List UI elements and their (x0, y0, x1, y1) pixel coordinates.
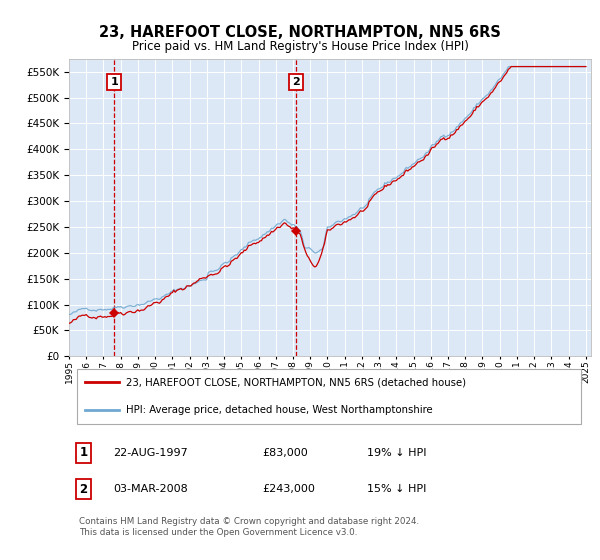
Text: Price paid vs. HM Land Registry's House Price Index (HPI): Price paid vs. HM Land Registry's House … (131, 40, 469, 53)
Text: 23, HAREFOOT CLOSE, NORTHAMPTON, NN5 6RS: 23, HAREFOOT CLOSE, NORTHAMPTON, NN5 6RS (99, 25, 501, 40)
Text: 22-AUG-1997: 22-AUG-1997 (113, 448, 188, 458)
Text: Contains HM Land Registry data © Crown copyright and database right 2024.
This d: Contains HM Land Registry data © Crown c… (79, 517, 419, 536)
Text: £83,000: £83,000 (262, 448, 308, 458)
Text: 1: 1 (110, 77, 118, 87)
Text: 15% ↓ HPI: 15% ↓ HPI (367, 484, 426, 494)
Text: £243,000: £243,000 (262, 484, 315, 494)
Text: 03-MAR-2008: 03-MAR-2008 (113, 484, 188, 494)
Text: HPI: Average price, detached house, West Northamptonshire: HPI: Average price, detached house, West… (127, 405, 433, 415)
Text: 2: 2 (80, 483, 88, 496)
Text: 19% ↓ HPI: 19% ↓ HPI (367, 448, 426, 458)
Text: 1: 1 (80, 446, 88, 459)
FancyBboxPatch shape (77, 370, 581, 424)
Text: 23, HAREFOOT CLOSE, NORTHAMPTON, NN5 6RS (detached house): 23, HAREFOOT CLOSE, NORTHAMPTON, NN5 6RS… (127, 377, 467, 387)
Text: 2: 2 (292, 77, 300, 87)
